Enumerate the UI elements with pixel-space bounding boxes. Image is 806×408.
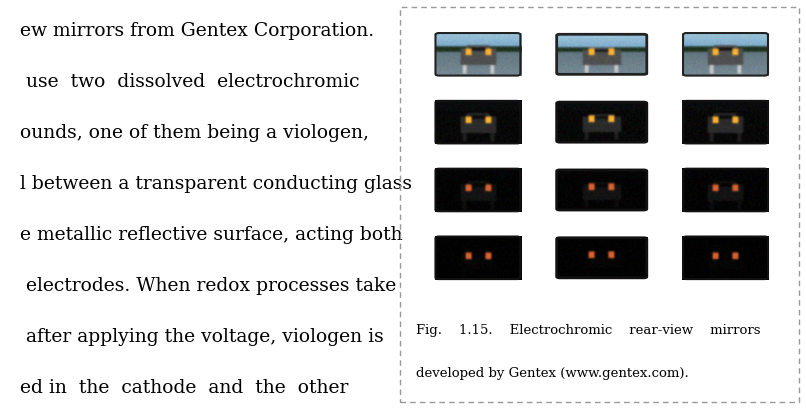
Text: electrodes. When redox processes take: electrodes. When redox processes take [19,277,396,295]
Text: after applying the voltage, viologen is: after applying the voltage, viologen is [19,328,384,346]
Text: e metallic reflective surface, acting both: e metallic reflective surface, acting bo… [19,226,402,244]
Text: ounds, one of them being a viologen,: ounds, one of them being a viologen, [19,124,368,142]
Text: l between a transparent conducting glass: l between a transparent conducting glass [19,175,412,193]
Text: ed in  the  cathode  and  the  other: ed in the cathode and the other [19,379,348,397]
Text: ew mirrors from Gentex Corporation.: ew mirrors from Gentex Corporation. [19,22,374,40]
Text: Fig.    1.15.    Electrochromic    rear-view    mirrors: Fig. 1.15. Electrochromic rear-view mirr… [416,324,761,337]
Text: developed by Gentex (www.gentex.com).: developed by Gentex (www.gentex.com). [416,367,689,380]
Text: use  two  dissolved  electrochromic: use two dissolved electrochromic [19,73,359,91]
